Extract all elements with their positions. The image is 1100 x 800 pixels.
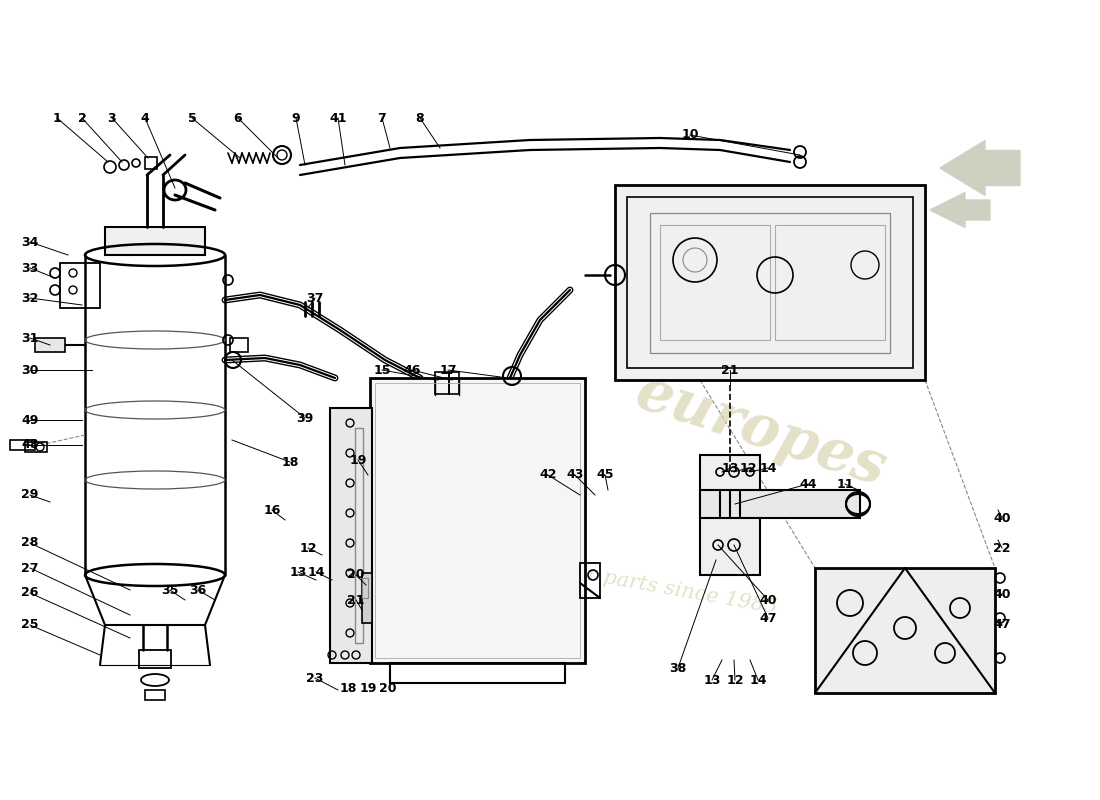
Text: 12: 12 bbox=[299, 542, 317, 554]
Text: 10: 10 bbox=[681, 129, 698, 142]
Bar bbox=[700, 490, 860, 518]
Bar bbox=[145, 157, 157, 169]
Text: 18: 18 bbox=[282, 455, 299, 469]
Bar bbox=[627, 197, 913, 368]
Text: 2: 2 bbox=[78, 111, 87, 125]
Text: 4: 4 bbox=[141, 111, 150, 125]
Text: 29: 29 bbox=[21, 489, 38, 502]
Bar bbox=[434, 372, 449, 394]
Text: 26: 26 bbox=[21, 586, 38, 599]
Text: 33: 33 bbox=[21, 262, 38, 274]
Text: 8: 8 bbox=[416, 111, 425, 125]
Bar bbox=[145, 690, 165, 700]
FancyArrow shape bbox=[930, 193, 990, 227]
Text: 5: 5 bbox=[188, 111, 197, 125]
Text: 48: 48 bbox=[21, 438, 38, 451]
Text: a passion for parts since 1985: a passion for parts since 1985 bbox=[461, 543, 779, 617]
Text: 41: 41 bbox=[329, 111, 346, 125]
Text: 18: 18 bbox=[339, 682, 356, 694]
Text: 14: 14 bbox=[759, 462, 777, 474]
Text: 39: 39 bbox=[296, 411, 314, 425]
Text: 6: 6 bbox=[233, 111, 242, 125]
Bar bbox=[230, 338, 248, 352]
Bar bbox=[776, 225, 886, 340]
Text: 47: 47 bbox=[759, 611, 777, 625]
Text: 17: 17 bbox=[439, 363, 456, 377]
Text: 9: 9 bbox=[292, 111, 300, 125]
Text: 19: 19 bbox=[360, 682, 376, 694]
Text: 7: 7 bbox=[377, 111, 386, 125]
Bar bbox=[330, 408, 372, 663]
Text: 13: 13 bbox=[722, 462, 739, 474]
Text: 20: 20 bbox=[348, 569, 365, 582]
Text: 45: 45 bbox=[596, 469, 614, 482]
Text: europes: europes bbox=[628, 363, 892, 497]
Text: 40: 40 bbox=[993, 589, 1011, 602]
Bar bbox=[580, 563, 600, 598]
Text: 3: 3 bbox=[108, 111, 117, 125]
Bar bbox=[139, 650, 170, 668]
Bar bbox=[10, 440, 35, 450]
Text: 46: 46 bbox=[404, 363, 420, 377]
Text: 15: 15 bbox=[373, 363, 390, 377]
Text: 43: 43 bbox=[566, 469, 584, 482]
Bar bbox=[60, 263, 100, 308]
Text: 30: 30 bbox=[21, 363, 38, 377]
Bar bbox=[660, 225, 770, 340]
Bar bbox=[355, 428, 363, 643]
FancyArrow shape bbox=[940, 141, 1020, 195]
Text: 23: 23 bbox=[306, 671, 323, 685]
Bar bbox=[449, 372, 459, 394]
Bar bbox=[370, 378, 585, 663]
Text: 21: 21 bbox=[348, 594, 365, 606]
Bar bbox=[362, 578, 369, 598]
Text: 14: 14 bbox=[307, 566, 324, 578]
Text: 16: 16 bbox=[263, 503, 280, 517]
Text: 22: 22 bbox=[993, 542, 1011, 554]
Text: 34: 34 bbox=[21, 235, 38, 249]
Text: 20: 20 bbox=[379, 682, 397, 694]
Text: 11: 11 bbox=[836, 478, 854, 490]
Bar bbox=[815, 568, 996, 693]
Text: 31: 31 bbox=[21, 331, 38, 345]
Text: 37: 37 bbox=[306, 291, 323, 305]
Bar bbox=[104, 227, 205, 255]
Text: 32: 32 bbox=[21, 291, 38, 305]
Text: 19: 19 bbox=[350, 454, 366, 466]
Bar bbox=[25, 442, 47, 452]
Bar bbox=[35, 338, 65, 352]
Text: 36: 36 bbox=[189, 583, 207, 597]
Text: 1: 1 bbox=[53, 111, 62, 125]
Text: 27: 27 bbox=[21, 562, 38, 574]
Text: 25: 25 bbox=[21, 618, 38, 631]
Text: 13: 13 bbox=[289, 566, 307, 578]
Text: 12: 12 bbox=[739, 462, 757, 474]
Text: 12: 12 bbox=[726, 674, 744, 686]
Text: 38: 38 bbox=[670, 662, 686, 674]
Text: 28: 28 bbox=[21, 537, 38, 550]
Bar bbox=[700, 455, 760, 575]
Text: 40: 40 bbox=[993, 511, 1011, 525]
Text: 44: 44 bbox=[800, 478, 816, 490]
Text: 14: 14 bbox=[749, 674, 767, 686]
Text: 42: 42 bbox=[539, 469, 557, 482]
Text: 47: 47 bbox=[993, 618, 1011, 631]
Text: 13: 13 bbox=[703, 674, 720, 686]
Text: 35: 35 bbox=[162, 583, 178, 597]
Bar bbox=[375, 383, 580, 658]
Bar bbox=[650, 213, 890, 353]
Text: 21: 21 bbox=[722, 363, 739, 377]
Bar bbox=[362, 573, 372, 623]
Bar bbox=[390, 663, 565, 683]
Text: 40: 40 bbox=[759, 594, 777, 606]
Text: 49: 49 bbox=[21, 414, 38, 426]
Bar bbox=[615, 185, 925, 380]
